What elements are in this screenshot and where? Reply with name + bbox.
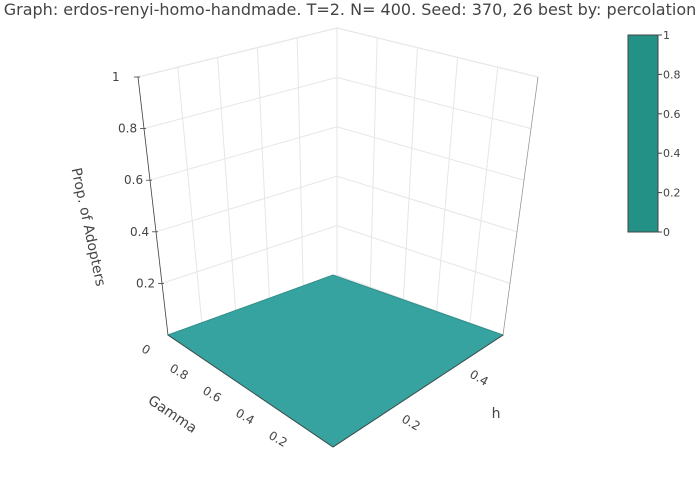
z-axis-line xyxy=(137,76,169,336)
grid-line xyxy=(149,126,338,181)
grid-line xyxy=(155,175,338,233)
z-tick-label: 1 xyxy=(112,70,120,84)
back-walls xyxy=(137,27,539,336)
grid-line xyxy=(402,47,418,300)
z-axis-label: Prop. of Adopters xyxy=(68,166,109,287)
grid-line xyxy=(256,47,270,300)
grid-line xyxy=(296,37,304,288)
z-tick-label: 0.8 xyxy=(118,122,137,136)
grid-left-wall xyxy=(137,27,338,324)
gamma-tick-label: 0.6 xyxy=(200,384,224,406)
grid-line xyxy=(336,27,539,78)
z-tick-labels: 0.2 0.4 0.6 0.8 1 xyxy=(112,70,164,290)
grid-right-wall xyxy=(336,27,539,324)
h-tick-label: 0.2 xyxy=(399,412,423,434)
colorbar: 1 0.8 0.6 0.4 0.2 0 xyxy=(627,29,681,239)
colorbar-tick-label: 0.2 xyxy=(663,187,681,200)
colorbar-tick-label: 0.4 xyxy=(663,147,681,160)
z-tick-label: 0.2 xyxy=(136,276,155,290)
colorbar-bar xyxy=(627,34,659,233)
chart-title: Graph: erdos-renyi-homo-handmade. T=2. N… xyxy=(3,0,697,19)
grid-line xyxy=(161,225,338,284)
colorbar-ticks: 1 0.8 0.6 0.4 0.2 0 xyxy=(658,29,681,239)
z-tick-label: 0.4 xyxy=(130,225,149,239)
gamma-tick-label: 0 xyxy=(139,342,153,358)
z-tick-label: 0.6 xyxy=(124,173,143,187)
grid-line xyxy=(143,76,338,130)
gamma-tick-label: 0.4 xyxy=(233,406,257,428)
h-axis-label: h xyxy=(492,406,501,422)
grid-line xyxy=(177,67,203,324)
grid-line xyxy=(336,175,518,233)
h-tick-label: 0.4 xyxy=(467,367,491,389)
colorbar-tick-label: 1 xyxy=(663,29,670,42)
colorbar-tick-label: 0 xyxy=(663,226,670,239)
grid-line xyxy=(436,57,459,312)
grid-line xyxy=(217,57,237,312)
colorbar-tick-label: 0.8 xyxy=(663,68,681,81)
grid-line xyxy=(469,67,499,324)
grid-line xyxy=(137,27,338,78)
grid-line xyxy=(336,76,532,130)
gamma-tick-label: 0.8 xyxy=(167,361,191,383)
colorbar-tick-label: 0.6 xyxy=(663,108,681,121)
gamma-axis-label: Gamma xyxy=(145,393,200,437)
gamma-axis-line xyxy=(167,334,334,448)
grid-line xyxy=(336,225,511,284)
gamma-tick-label: 0.2 xyxy=(266,428,290,450)
z-axis-line-right xyxy=(502,76,539,336)
grid-line xyxy=(369,37,378,288)
grid-line xyxy=(336,126,525,181)
h-axis-line xyxy=(332,334,504,448)
